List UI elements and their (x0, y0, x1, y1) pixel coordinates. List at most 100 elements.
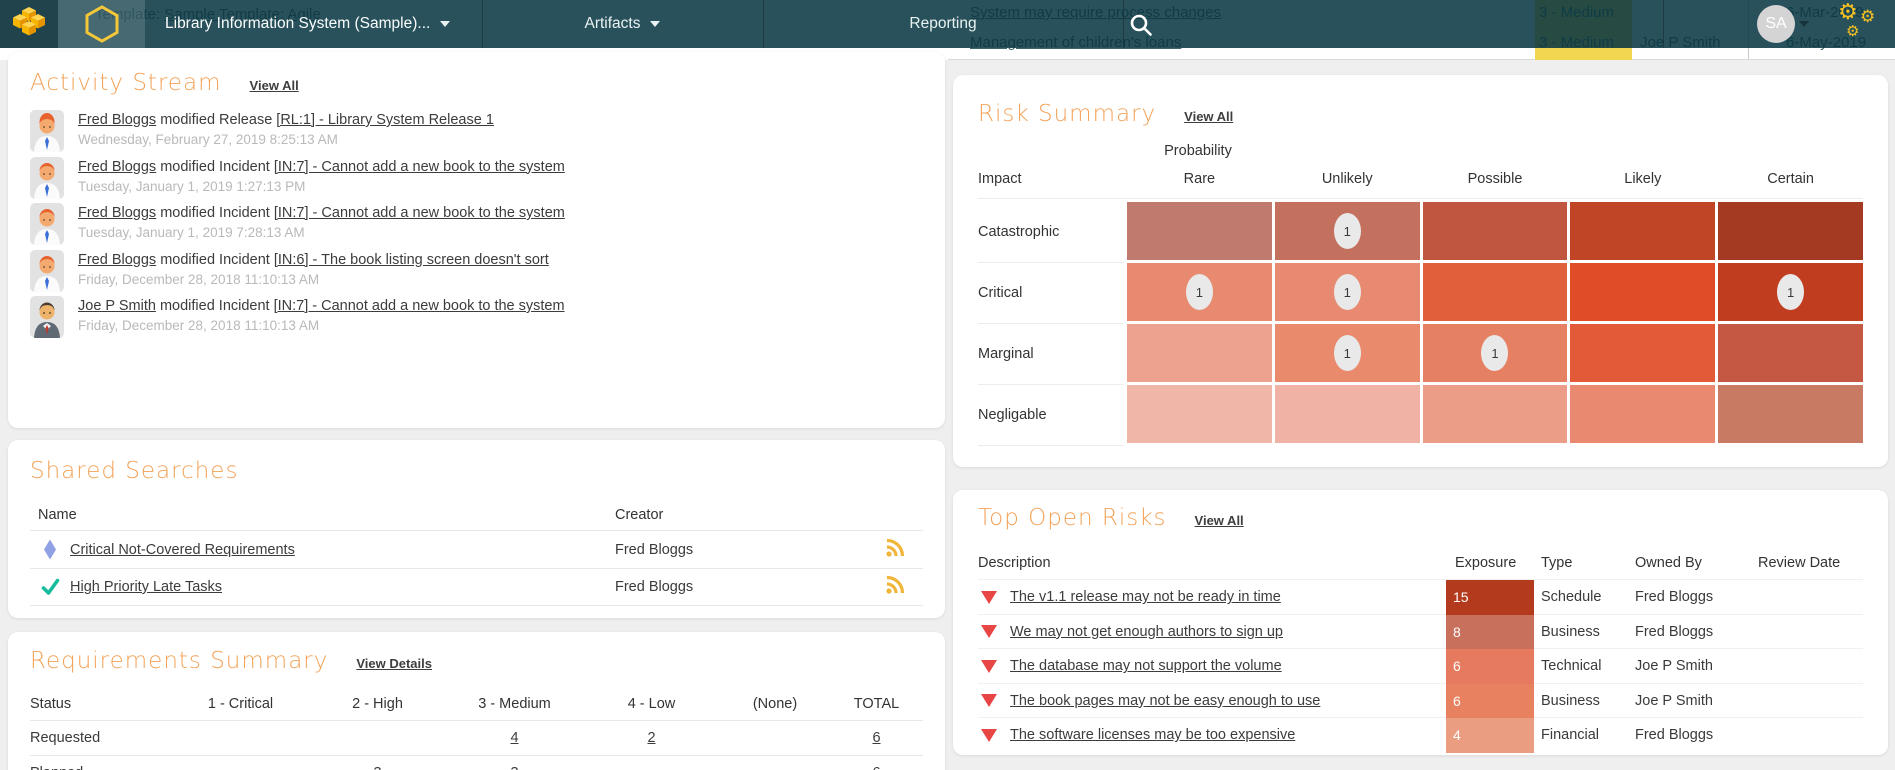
artifacts-menu[interactable]: Artifacts (482, 0, 763, 48)
count-link[interactable]: 4 (510, 730, 519, 746)
reporting-menu[interactable]: Reporting (763, 0, 1123, 48)
impact-label: Negligable (978, 385, 1124, 446)
risk-description-link[interactable]: We may not get enough authors to sign up (1010, 623, 1283, 640)
panel-title: Risk Summary (978, 101, 1157, 127)
user-link[interactable]: Fred Bloggs (78, 112, 157, 128)
matrix-row: Catastrophic 1 (978, 202, 1863, 263)
column-header: Likely (1624, 170, 1662, 187)
column-header: Name (38, 507, 77, 523)
count-link[interactable]: 2 (647, 730, 656, 746)
artifact-link[interactable]: [IN:7] - Cannot add a new book to the sy… (273, 205, 565, 221)
nav-divider (1123, 0, 1124, 48)
chevron-down-icon (1799, 21, 1809, 27)
impact-label: Catastrophic (978, 202, 1124, 263)
avatar-initials: SA (1765, 15, 1787, 32)
column-header: Certain (1767, 170, 1814, 187)
user-link[interactable]: Fred Bloggs (78, 158, 157, 175)
activity-entry: Fred Bloggs modified Incident [IN:7] - C… (30, 203, 923, 250)
matrix-cell (1570, 202, 1716, 260)
count-link[interactable]: 6 (872, 730, 881, 746)
matrix-cell (1718, 385, 1863, 443)
activity-entry: Fred Bloggs modified Incident [IN:6] - T… (30, 249, 923, 297)
saved-search-link[interactable]: Critical Not-Covered Requirements (70, 541, 295, 558)
workspace-hexagon-button[interactable] (58, 0, 145, 48)
table-row: The database may not support the volume … (978, 648, 1863, 684)
search-button[interactable] (1128, 12, 1154, 38)
user-link[interactable]: Fred Bloggs (78, 205, 157, 221)
gear-icon: ⚙ (1838, 0, 1858, 25)
view-all-link[interactable]: View All (249, 78, 299, 93)
timestamp: Friday, December 28, 2018 11:10:13 AM (78, 318, 320, 333)
artifacts-label: Artifacts (584, 15, 641, 32)
table-row: Critical Not-Covered Requirements Fred B… (30, 530, 923, 568)
view-all-link[interactable]: View All (1194, 513, 1244, 528)
risk-triangle-icon (981, 694, 997, 708)
column-header: 1 - Critical (207, 696, 274, 712)
risk-count-badge: 1 (1185, 274, 1213, 310)
timestamp: Friday, December 28, 2018 11:10:13 AM (78, 271, 320, 287)
activity-entry: Fred Bloggs modified Release [RL:1] - Li… (30, 110, 923, 157)
activity-stream-panel: Activity Stream View All Fred Bloggs mod… (8, 52, 945, 428)
top-open-risks-panel: Top Open Risks View All Description Expo… (953, 490, 1888, 755)
project-name: Library Information System (Sample)... (165, 15, 431, 32)
project-dropdown[interactable]: Library Information System (Sample)... (165, 0, 451, 48)
user-link[interactable]: Fred Bloggs (78, 251, 157, 268)
view-all-link[interactable]: View All (1184, 109, 1234, 124)
exposure-cell: 4 (1446, 718, 1534, 753)
matrix-row: Negligable (978, 385, 1863, 446)
chevron-down-icon (440, 21, 451, 27)
risk-triangle-icon (981, 625, 997, 639)
activity-entry: Joe P Smith modified Incident [IN:7] - C… (30, 296, 923, 343)
risk-type: Technical (1541, 658, 1602, 675)
avatar (30, 156, 64, 199)
artifact-link[interactable]: [RL:1] - Library System Release 1 (276, 112, 494, 128)
matrix-cell (1570, 324, 1716, 382)
view-details-link[interactable]: View Details (356, 656, 432, 671)
count-link[interactable]: 3 (510, 765, 518, 770)
matrix-header: Impact Rare Unlikely Possible Likely Cer… (978, 159, 1863, 199)
creator-value: Fred Bloggs (615, 579, 694, 595)
user-link[interactable]: Joe P Smith (78, 298, 156, 314)
matrix-cell (1570, 385, 1716, 443)
artifact-link[interactable]: [IN:7] - Cannot add a new book to the sy… (273, 298, 565, 314)
risk-triangle-icon (981, 590, 997, 604)
count-value: 6 (830, 765, 923, 770)
status-label: Requested (30, 730, 101, 746)
risk-owner: Fred Bloggs (1635, 623, 1714, 640)
user-avatar[interactable]: SA (1757, 5, 1795, 43)
gear-icon: ⚙ (1846, 22, 1860, 40)
matrix-cell: 1 (1718, 263, 1863, 321)
column-header: Creator (615, 507, 664, 523)
status-label: Planned (30, 765, 172, 770)
rss-feed-button[interactable] (885, 575, 923, 599)
risk-description-link[interactable]: The database may not support the volume (1010, 658, 1282, 675)
risk-description-link[interactable]: The v1.1 release may not be ready in tim… (1010, 589, 1281, 606)
risk-owner: Joe P Smith (1635, 692, 1713, 709)
saved-search-link[interactable]: High Priority Late Tasks (70, 579, 223, 595)
matrix-cell (1127, 324, 1272, 382)
timestamp: Tuesday, January 1, 2019 7:28:13 AM (78, 225, 305, 240)
gear-icon: ⚙ (1860, 7, 1876, 27)
settings-button[interactable]: ⚙ ⚙ ⚙ (1836, 0, 1888, 48)
column-header: Type (1541, 555, 1573, 571)
column-header: Review Date (1758, 555, 1841, 571)
risk-type: Schedule (1541, 589, 1602, 606)
column-header: Rare (1183, 170, 1216, 187)
risk-description-link[interactable]: The software licenses may be too expensi… (1010, 727, 1296, 744)
avatar (30, 249, 64, 292)
app-logo-section[interactable] (0, 0, 58, 48)
column-header: Status (30, 696, 72, 712)
activity-entry: Fred Bloggs modified Incident [IN:7] - C… (30, 156, 923, 204)
artifact-link[interactable]: [IN:6] - The book listing screen doesn't… (273, 251, 549, 268)
risk-description-link[interactable]: The book pages may not be easy enough to… (1010, 692, 1321, 709)
nav-divider (1663, 0, 1664, 48)
artifact-link[interactable]: [IN:7] - Cannot add a new book to the sy… (273, 158, 565, 175)
count-link[interactable]: 3 (373, 765, 381, 770)
risk-owner: Fred Bloggs (1635, 589, 1714, 606)
risk-type: Business (1541, 623, 1600, 640)
impact-axis-label: Impact (978, 170, 1022, 187)
shared-searches-panel: Shared Searches Name Creator Critical No… (8, 440, 945, 618)
matrix-cell (1127, 385, 1272, 443)
rss-feed-button[interactable] (885, 538, 923, 562)
action-text: modified Incident (160, 158, 270, 175)
